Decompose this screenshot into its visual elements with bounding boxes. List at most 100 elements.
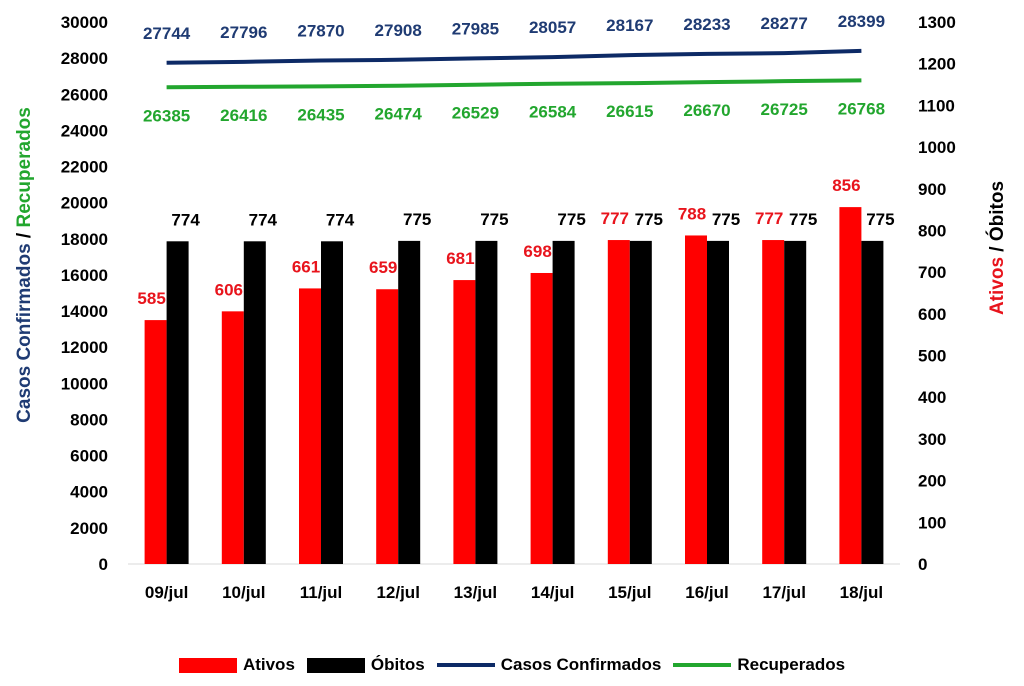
data-label-casos-confirmados: 28399 — [838, 12, 885, 31]
right-tick-label: 1300 — [918, 13, 956, 32]
left-tick-label: 0 — [99, 555, 108, 574]
right-tick-label: 600 — [918, 305, 946, 324]
line-recuperados — [166, 78, 862, 90]
data-label-obitos: 775 — [403, 210, 431, 229]
right-tick-label: 1100 — [918, 96, 955, 115]
bar-obitos — [398, 240, 421, 564]
legend-label-casos-confirmados: Casos Confirmados — [500, 655, 662, 674]
right-tick-label: 800 — [918, 221, 946, 240]
category-label: 11/jul — [300, 583, 343, 602]
left-tick-label: 12000 — [61, 338, 108, 357]
data-label-ativos: 777 — [601, 209, 629, 228]
data-label-ativos: 856 — [832, 176, 860, 195]
legend-item-recuperados: Recuperados — [673, 655, 845, 675]
left-tick-label: 4000 — [70, 483, 108, 502]
left-tick-label: 16000 — [61, 266, 108, 285]
data-label-ativos: 788 — [678, 204, 706, 223]
bar-ativos — [607, 240, 630, 564]
bar-obitos — [629, 240, 652, 564]
left-tick-label: 24000 — [61, 121, 108, 140]
data-label-casos-confirmados: 27870 — [297, 21, 344, 40]
data-label-recuperados: 26768 — [838, 99, 885, 118]
data-label-obitos: 774 — [326, 210, 355, 229]
left-tick-label: 20000 — [61, 194, 108, 213]
bar-obitos — [784, 240, 807, 564]
data-label-obitos: 774 — [171, 210, 200, 229]
data-label-obitos: 775 — [866, 210, 894, 229]
legend-item-ativos: Ativos — [178, 655, 295, 675]
data-label-casos-confirmados: 28277 — [761, 14, 808, 33]
right-tick-label: 1000 — [918, 138, 956, 157]
right-tick-label: 300 — [918, 430, 946, 449]
right-tick-label: 0 — [918, 555, 927, 574]
left-tick-label: 18000 — [61, 230, 108, 249]
legend-label-ativos: Ativos — [242, 655, 295, 674]
legend-swatch-ativos — [178, 657, 237, 673]
legend: Ativos Óbitos Casos Confirmados Recupera… — [0, 655, 1024, 675]
category-label: 13/jul — [454, 583, 497, 602]
bar-obitos — [707, 240, 729, 564]
data-label-recuperados: 26529 — [452, 104, 499, 123]
category-label: 15/jul — [608, 583, 651, 602]
data-label-ativos: 606 — [215, 280, 243, 299]
bar-obitos — [552, 240, 575, 564]
bar-ativos — [839, 207, 862, 565]
data-label-casos-confirmados: 27796 — [220, 23, 267, 42]
bar-obitos — [321, 241, 343, 564]
data-label-recuperados: 26474 — [375, 105, 423, 124]
category-label: 10/jul — [222, 583, 265, 602]
legend-swatch-casos-confirmados — [436, 663, 495, 667]
right-tick-label: 900 — [918, 180, 946, 199]
left-axis-title-part: / — [14, 228, 35, 244]
data-label-recuperados: 26615 — [606, 102, 653, 121]
data-label-ativos: 681 — [446, 249, 474, 268]
left-tick-label: 30000 — [61, 13, 108, 32]
legend-item-obitos: Óbitos — [306, 655, 425, 675]
right-axis-title-part: Ativos — [987, 257, 1008, 315]
left-tick-label: 26000 — [61, 85, 108, 104]
bar-ativos — [376, 289, 399, 564]
data-label-ativos: 777 — [755, 209, 783, 228]
right-tick-label: 500 — [918, 347, 946, 366]
data-label-obitos: 775 — [557, 210, 585, 229]
data-label-ativos: 698 — [523, 242, 551, 261]
bar-ativos — [221, 311, 244, 564]
data-label-casos-confirmados: 27985 — [452, 19, 499, 38]
right-axis-title: Ativos / Óbitos — [986, 181, 1008, 315]
bar-ativos — [762, 240, 785, 564]
left-tick-label: 8000 — [70, 410, 108, 429]
legend-label-obitos: Óbitos — [370, 655, 425, 674]
data-label-casos-confirmados: 28233 — [683, 15, 730, 34]
data-label-obitos: 775 — [712, 210, 740, 229]
data-label-obitos: 774 — [249, 210, 278, 229]
data-label-casos-confirmados: 28167 — [606, 16, 653, 35]
left-tick-label: 2000 — [70, 519, 108, 538]
bar-obitos — [861, 240, 884, 564]
category-label: 18/jul — [840, 583, 883, 602]
data-label-casos-confirmados: 27908 — [375, 21, 422, 40]
legend-swatch-recuperados — [673, 663, 732, 667]
bar-ativos — [453, 280, 476, 564]
data-label-recuperados: 26670 — [683, 101, 730, 120]
bar-obitos — [166, 241, 189, 564]
category-label: 14/jul — [531, 583, 574, 602]
left-tick-label: 6000 — [70, 447, 108, 466]
bar-ativos — [144, 320, 167, 564]
data-label-ativos: 585 — [137, 289, 165, 308]
line-casos-confirmados — [166, 48, 862, 65]
category-label: 12/jul — [376, 583, 419, 602]
data-label-casos-confirmados: 28057 — [529, 18, 576, 37]
legend-label-recuperados: Recuperados — [737, 655, 846, 674]
left-tick-label: 10000 — [61, 374, 108, 393]
left-tick-label: 14000 — [61, 302, 108, 321]
left-axis-title-part: Recuperados — [14, 107, 35, 227]
data-label-obitos: 775 — [480, 210, 508, 229]
category-label: 16/jul — [685, 583, 728, 602]
bar-ativos — [299, 288, 321, 564]
data-label-recuperados: 26416 — [220, 106, 267, 125]
right-tick-label: 700 — [918, 263, 946, 282]
right-tick-label: 100 — [918, 513, 946, 532]
data-label-recuperados: 26725 — [761, 100, 808, 119]
right-tick-label: 1200 — [918, 55, 956, 74]
right-axis-title-part: / — [987, 241, 1008, 257]
